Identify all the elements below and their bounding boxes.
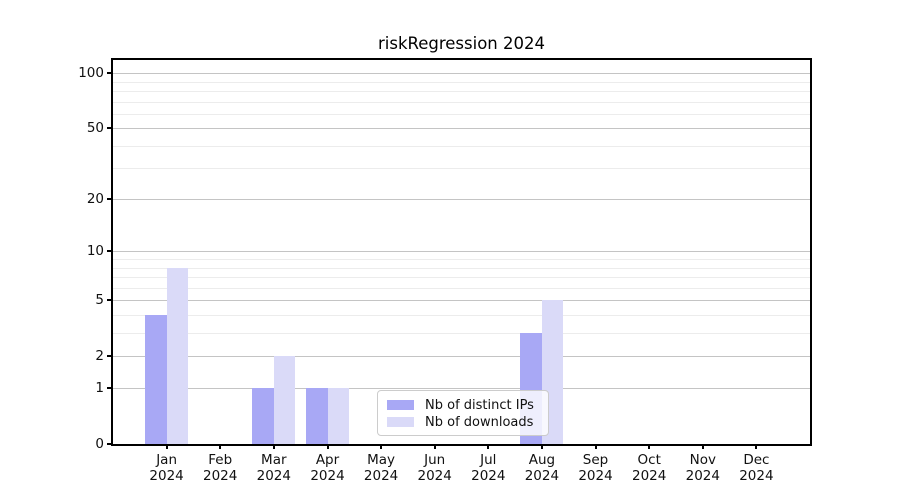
legend: Nb of distinct IPs Nb of downloads: [377, 390, 549, 436]
bar-distinct-ips-mar: [252, 388, 274, 444]
x-tick-label-nov: Nov 2024: [685, 452, 720, 484]
y-tick-label-10: 10: [86, 243, 104, 260]
y-tick-mark-100: [107, 72, 112, 75]
y-tick-mark-5: [107, 299, 112, 301]
x-tick-mark-jan: [165, 444, 168, 449]
gridline-minor-4: [113, 314, 810, 316]
gridline-minor-8: [113, 267, 810, 269]
x-tick-label-mar: Mar 2024: [256, 452, 291, 484]
gridline-minor-40: [113, 145, 810, 147]
x-tick-mark-apr: [326, 444, 329, 449]
gridline-minor-80: [113, 90, 810, 92]
gridline-minor-3: [113, 332, 810, 334]
y-tick-mark-1: [107, 387, 112, 390]
bar-downloads-apr: [327, 388, 349, 444]
legend-label: Nb of downloads: [425, 414, 534, 430]
x-tick-label-apr: Apr 2024: [310, 452, 345, 484]
y-tick-mark-10: [107, 250, 112, 253]
x-tick-label-jan: Jan 2024: [149, 452, 184, 484]
y-tick-mark-2: [107, 354, 112, 357]
y-tick-mark-50: [107, 127, 112, 130]
x-tick-mark-jul: [487, 444, 490, 449]
axes-spines: [111, 58, 812, 446]
y-tick-label-5: 5: [95, 292, 104, 308]
x-tick-label-may: May 2024: [363, 452, 399, 484]
x-tick-mark-feb: [219, 444, 222, 449]
legend-label: Nb of distinct IPs: [425, 397, 534, 413]
gridline-minor-60: [113, 113, 810, 115]
gridline-major-20: [113, 199, 810, 201]
x-tick-mark-aug: [540, 444, 543, 449]
x-tick-label-aug: Aug 2024: [524, 452, 560, 484]
x-tick-mark-oct: [648, 444, 651, 449]
gridline-major-10: [113, 251, 810, 253]
x-tick-label-jul: Jul 2024: [471, 452, 506, 484]
y-tick-label-0: 0: [95, 436, 104, 452]
gridline-minor-6: [113, 287, 810, 289]
gridline-minor-7: [113, 276, 810, 278]
bar-downloads-mar: [273, 355, 296, 444]
gridline-minor-9: [113, 259, 810, 260]
bar-distinct-ips-apr: [306, 388, 328, 444]
x-tick-label-jun: Jun 2024: [417, 452, 452, 484]
legend-swatch-distinct-ips: [387, 400, 414, 410]
x-tick-label-dec: Dec 2024: [739, 452, 774, 484]
gridline-major-100: [113, 73, 810, 75]
gridline-major-5: [113, 300, 810, 301]
x-tick-mark-jun: [433, 444, 436, 449]
legend-item-downloads: Nb of downloads: [387, 414, 539, 430]
x-tick-label-feb: Feb 2024: [203, 452, 238, 484]
gridline-minor-30: [113, 168, 810, 170]
y-tick-label-2: 2: [95, 347, 104, 364]
x-tick-mark-sep: [594, 444, 597, 449]
x-tick-label-oct: Oct 2024: [632, 452, 667, 484]
bar-distinct-ips-jan: [145, 314, 167, 444]
x-tick-mark-nov: [701, 444, 704, 449]
legend-item-distinct-ips: Nb of distinct IPs: [387, 397, 539, 413]
y-tick-label-50: 50: [86, 120, 104, 137]
gridline-major-1: [113, 388, 810, 390]
x-tick-mark-mar: [272, 444, 275, 449]
y-tick-label-20: 20: [86, 191, 104, 208]
gridline-major-2: [113, 355, 810, 357]
x-tick-mark-may: [380, 444, 383, 449]
chart-title: riskRegression 2024: [377, 34, 545, 53]
gridline-minor-90: [113, 81, 810, 83]
y-tick-mark-20: [107, 198, 112, 201]
legend-swatch-downloads: [387, 417, 414, 427]
x-tick-label-sep: Sep 2024: [578, 452, 613, 484]
gridline-major-50: [113, 128, 810, 130]
gridline-minor-70: [113, 101, 810, 103]
x-tick-mark-dec: [755, 444, 758, 449]
y-tick-label-1: 1: [95, 380, 104, 397]
plot-area: Nb of distinct IPs Nb of downloads: [113, 60, 810, 444]
y-tick-label-100: 100: [78, 65, 104, 82]
y-tick-mark-0: [107, 443, 112, 445]
bar-downloads-jan: [166, 267, 189, 444]
